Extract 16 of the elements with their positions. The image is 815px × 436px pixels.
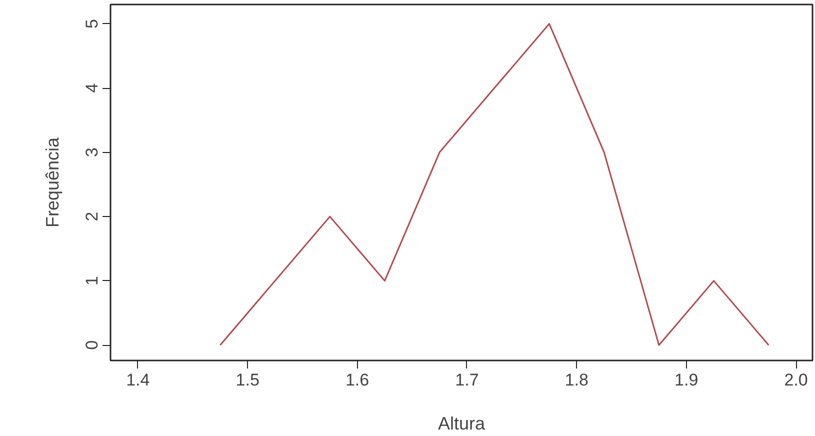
y-tick-label: 5 xyxy=(82,19,102,29)
y-tick-label: 0 xyxy=(82,340,102,350)
x-tick-label: 1.7 xyxy=(455,370,479,390)
x-tick-label: 1.9 xyxy=(674,370,698,390)
y-tick-label: 4 xyxy=(82,83,102,93)
x-tick-label: 1.4 xyxy=(126,370,150,390)
x-tick-label: 1.8 xyxy=(564,370,588,390)
line-series xyxy=(219,23,770,346)
x-tick-label: 1.5 xyxy=(236,370,260,390)
x-tick-label: 2.0 xyxy=(784,370,808,390)
y-tick-label: 2 xyxy=(82,212,102,222)
x-tick-label: 1.6 xyxy=(345,370,370,390)
y-axis-title: Frequência xyxy=(42,136,62,228)
x-axis-title: Altura xyxy=(438,414,486,434)
y-tick-label: 1 xyxy=(82,276,102,286)
y-tick-label: 3 xyxy=(82,148,102,158)
